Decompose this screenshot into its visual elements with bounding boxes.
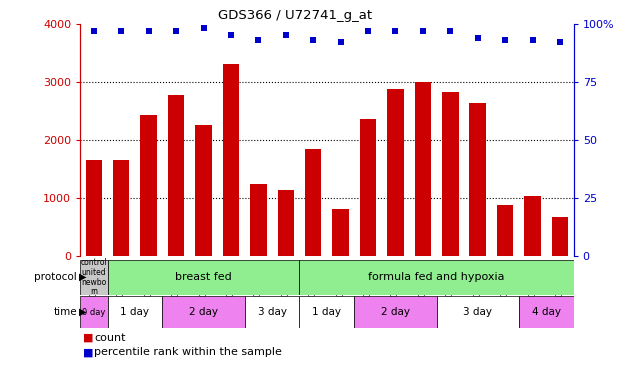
Text: 1 day: 1 day: [121, 307, 149, 317]
Bar: [305, 149, 321, 256]
Text: 4 day: 4 day: [532, 307, 561, 317]
Point: [199, 26, 209, 31]
Text: ■: ■: [83, 333, 94, 343]
Text: 1 day: 1 day: [312, 307, 342, 317]
Text: 2 day: 2 day: [189, 307, 218, 317]
Bar: [108, 260, 299, 295]
Point: [88, 28, 99, 34]
Point: [226, 33, 236, 38]
Point: [281, 33, 291, 38]
Bar: [168, 95, 185, 256]
Bar: [113, 160, 129, 256]
Text: protocol: protocol: [34, 272, 77, 282]
Bar: [354, 296, 437, 328]
Bar: [360, 119, 376, 256]
Point: [555, 40, 565, 45]
Text: ▶: ▶: [79, 307, 87, 317]
Bar: [519, 296, 574, 328]
Bar: [437, 296, 519, 328]
Bar: [140, 115, 157, 256]
Bar: [245, 296, 299, 328]
Point: [445, 28, 455, 34]
Bar: [80, 260, 108, 295]
Point: [308, 37, 319, 43]
Bar: [108, 296, 162, 328]
Bar: [469, 103, 486, 256]
Bar: [80, 296, 108, 328]
Text: GDS366 / U72741_g_at: GDS366 / U72741_g_at: [218, 9, 372, 22]
Text: time: time: [53, 307, 77, 317]
Text: 3 day: 3 day: [258, 307, 287, 317]
Bar: [442, 92, 458, 256]
Point: [171, 28, 181, 34]
Text: 0 day: 0 day: [82, 307, 106, 317]
Bar: [162, 296, 245, 328]
Text: ■: ■: [83, 347, 94, 357]
Bar: [299, 296, 354, 328]
Text: 2 day: 2 day: [381, 307, 410, 317]
Point: [472, 35, 483, 41]
Bar: [497, 205, 513, 256]
Bar: [299, 260, 574, 295]
Bar: [196, 126, 212, 256]
Point: [253, 37, 263, 43]
Point: [528, 37, 538, 43]
Bar: [86, 160, 102, 256]
Text: control
united
newbo
rn: control united newbo rn: [81, 258, 107, 296]
Bar: [333, 209, 349, 256]
Bar: [387, 89, 404, 256]
Text: 3 day: 3 day: [463, 307, 492, 317]
Point: [390, 28, 401, 34]
Text: formula fed and hypoxia: formula fed and hypoxia: [369, 272, 505, 282]
Text: ▶: ▶: [79, 272, 87, 282]
Bar: [278, 190, 294, 256]
Point: [116, 28, 126, 34]
Bar: [524, 196, 541, 256]
Bar: [415, 82, 431, 256]
Bar: [552, 217, 568, 256]
Point: [363, 28, 373, 34]
Text: percentile rank within the sample: percentile rank within the sample: [94, 347, 282, 357]
Text: count: count: [94, 333, 126, 343]
Point: [418, 28, 428, 34]
Bar: [250, 184, 267, 256]
Text: breast fed: breast fed: [175, 272, 232, 282]
Bar: [222, 64, 239, 256]
Point: [144, 28, 154, 34]
Point: [335, 40, 345, 45]
Point: [500, 37, 510, 43]
